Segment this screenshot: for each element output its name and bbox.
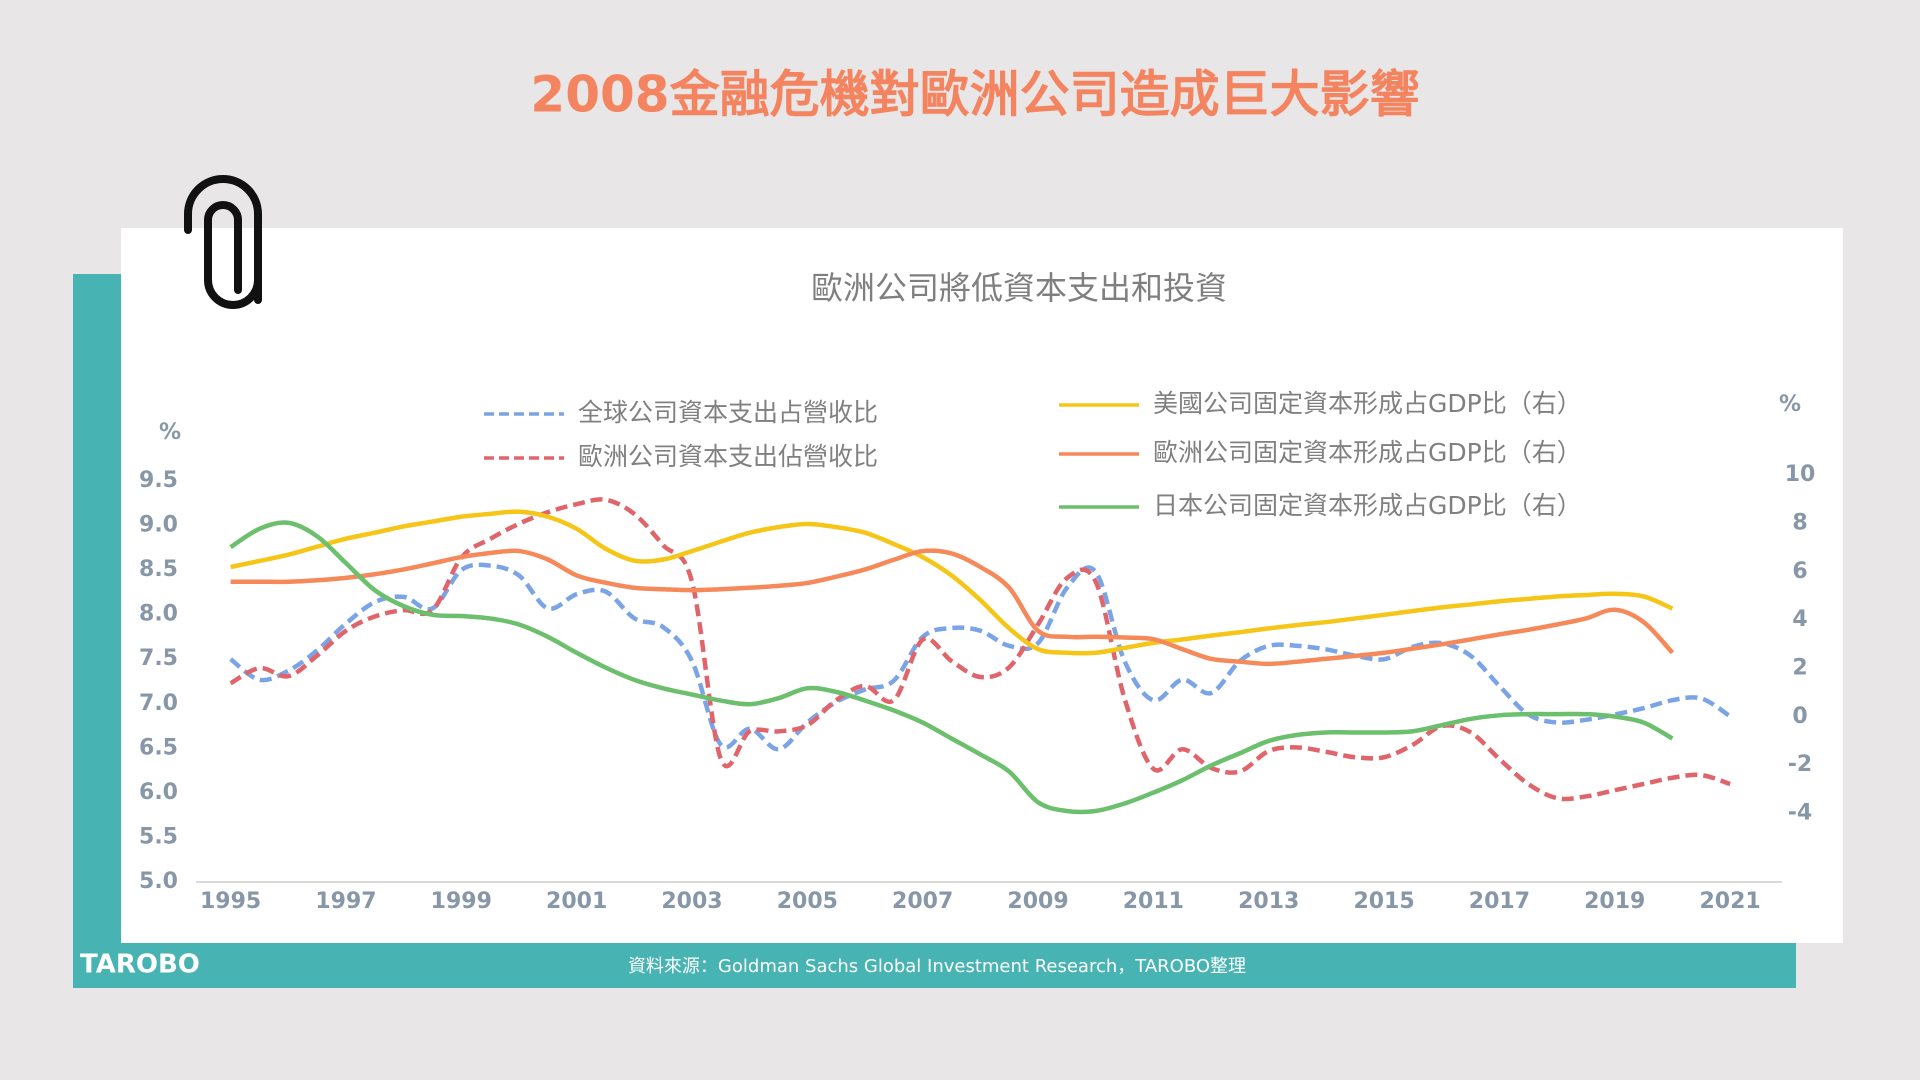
legend-label: 歐洲公司資本支出佔營收比 [578, 442, 878, 471]
y-tick-label: 5.5 [139, 824, 178, 849]
y2-tick-label: 8 [1792, 511, 1807, 536]
x-tick-label: 1995 [200, 889, 261, 914]
x-tick-label: 2007 [892, 889, 953, 914]
y-tick-label: 5.0 [139, 869, 178, 894]
y-tick-label: 8.0 [139, 602, 178, 627]
y-tick-label: 9.0 [139, 513, 178, 538]
chart-title: 歐洲公司將低資本支出和投資 [811, 269, 1227, 307]
legend-label: 全球公司資本支出占營收比 [578, 398, 878, 427]
x-tick-label: 2009 [1007, 889, 1068, 914]
y2-tick-label: 10 [1785, 462, 1816, 487]
x-tick-label: 1999 [431, 889, 492, 914]
source-note: 資料來源：Goldman Sachs Global Investment Res… [628, 956, 1246, 977]
y2-tick-label: 4 [1792, 607, 1807, 632]
x-tick-label: 2015 [1353, 889, 1414, 914]
paperclip-icon [184, 175, 262, 309]
series-line [229, 520, 1674, 815]
legend-label: 美國公司固定資本形成占GDP比（右） [1153, 389, 1582, 418]
logo: TAROBO [80, 950, 200, 980]
y-tick-label: 6.0 [139, 780, 178, 805]
y-tick-label: 7.5 [139, 646, 178, 671]
legend-label: 日本公司固定資本形成占GDP比（右） [1153, 491, 1582, 520]
y2-tick-label: -4 [1788, 800, 1812, 825]
y2-tick-label: 6 [1792, 559, 1807, 584]
y-tick-label: 7.0 [139, 691, 178, 716]
legend-label: 歐洲公司固定資本形成占GDP比（右） [1153, 438, 1582, 467]
y2-tick-label: 0 [1792, 704, 1807, 729]
chart-panel [121, 228, 1843, 943]
x-tick-label: 2017 [1469, 889, 1530, 914]
y2-tick-label: -2 [1788, 752, 1812, 777]
x-tick-label: 2019 [1584, 889, 1645, 914]
x-tick-label: 1997 [315, 889, 376, 914]
x-tick-label: 2021 [1699, 889, 1760, 914]
x-tick-label: 2001 [546, 889, 607, 914]
y-tick-label: 6.5 [139, 735, 178, 760]
series-line [230, 548, 1675, 667]
y-tick-label: 8.5 [139, 557, 178, 582]
y2-tick-label: 2 [1792, 655, 1807, 680]
series-line [230, 509, 1674, 656]
x-tick-label: 2013 [1238, 889, 1299, 914]
series-line [229, 562, 1732, 752]
x-tick-label: 2003 [661, 889, 722, 914]
page-title: 2008金融危機對歐洲公司造成巨大影響 [530, 66, 1419, 124]
x-tick-label: 2005 [777, 889, 838, 914]
y2-axis-label: % [1779, 392, 1801, 417]
y-axis-label: % [159, 420, 181, 445]
y-tick-label: 9.5 [139, 468, 178, 493]
series-line [229, 497, 1731, 802]
x-tick-label: 2011 [1123, 889, 1184, 914]
